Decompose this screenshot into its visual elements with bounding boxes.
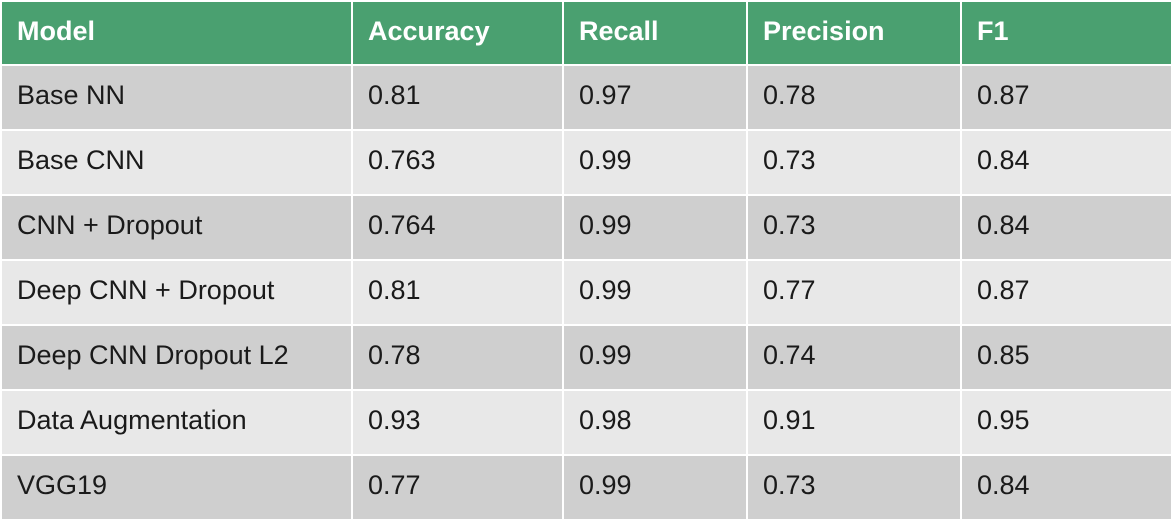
cell-f1: 0.84 xyxy=(960,194,1173,261)
cell-recall: 0.99 xyxy=(562,259,748,326)
cell-model: Base CNN xyxy=(0,129,353,196)
cell-model: VGG19 xyxy=(0,454,353,521)
cell-precision: 0.77 xyxy=(746,259,962,326)
cell-accuracy: 0.81 xyxy=(351,64,564,131)
cell-precision: 0.73 xyxy=(746,194,962,261)
cell-model: Deep CNN Dropout L2 xyxy=(0,324,353,391)
header-f1: F1 xyxy=(960,0,1173,66)
header-precision: Precision xyxy=(746,0,962,66)
cell-model: CNN + Dropout xyxy=(0,194,353,261)
cell-accuracy: 0.78 xyxy=(351,324,564,391)
header-accuracy: Accuracy xyxy=(351,0,564,66)
cell-f1: 0.87 xyxy=(960,259,1173,326)
cell-f1: 0.84 xyxy=(960,454,1173,521)
table-row: CNN + Dropout 0.764 0.99 0.73 0.84 xyxy=(0,194,1173,261)
table-row: Base NN 0.81 0.97 0.78 0.87 xyxy=(0,64,1173,131)
cell-precision: 0.73 xyxy=(746,129,962,196)
table-row: VGG19 0.77 0.99 0.73 0.84 xyxy=(0,454,1173,521)
header-recall: Recall xyxy=(562,0,748,66)
cell-precision: 0.73 xyxy=(746,454,962,521)
cell-f1: 0.87 xyxy=(960,64,1173,131)
table-row: Data Augmentation 0.93 0.98 0.91 0.95 xyxy=(0,389,1173,456)
cell-model: Deep CNN + Dropout xyxy=(0,259,353,326)
table-row: Deep CNN Dropout L2 0.78 0.99 0.74 0.85 xyxy=(0,324,1173,391)
cell-model: Base NN xyxy=(0,64,353,131)
header-model: Model xyxy=(0,0,353,66)
cell-recall: 0.99 xyxy=(562,454,748,521)
cell-f1: 0.95 xyxy=(960,389,1173,456)
cell-model: Data Augmentation xyxy=(0,389,353,456)
cell-precision: 0.78 xyxy=(746,64,962,131)
cell-recall: 0.98 xyxy=(562,389,748,456)
cell-accuracy: 0.77 xyxy=(351,454,564,521)
cell-f1: 0.84 xyxy=(960,129,1173,196)
header-row: Model Accuracy Recall Precision F1 xyxy=(0,0,1173,66)
cell-precision: 0.91 xyxy=(746,389,962,456)
cell-precision: 0.74 xyxy=(746,324,962,391)
table-row: Deep CNN + Dropout 0.81 0.99 0.77 0.87 xyxy=(0,259,1173,326)
cell-accuracy: 0.764 xyxy=(351,194,564,261)
cell-f1: 0.85 xyxy=(960,324,1173,391)
cell-recall: 0.99 xyxy=(562,129,748,196)
cell-recall: 0.97 xyxy=(562,64,748,131)
cell-recall: 0.99 xyxy=(562,194,748,261)
cell-recall: 0.99 xyxy=(562,324,748,391)
cell-accuracy: 0.81 xyxy=(351,259,564,326)
cell-accuracy: 0.763 xyxy=(351,129,564,196)
cell-accuracy: 0.93 xyxy=(351,389,564,456)
table-row: Base CNN 0.763 0.99 0.73 0.84 xyxy=(0,129,1173,196)
